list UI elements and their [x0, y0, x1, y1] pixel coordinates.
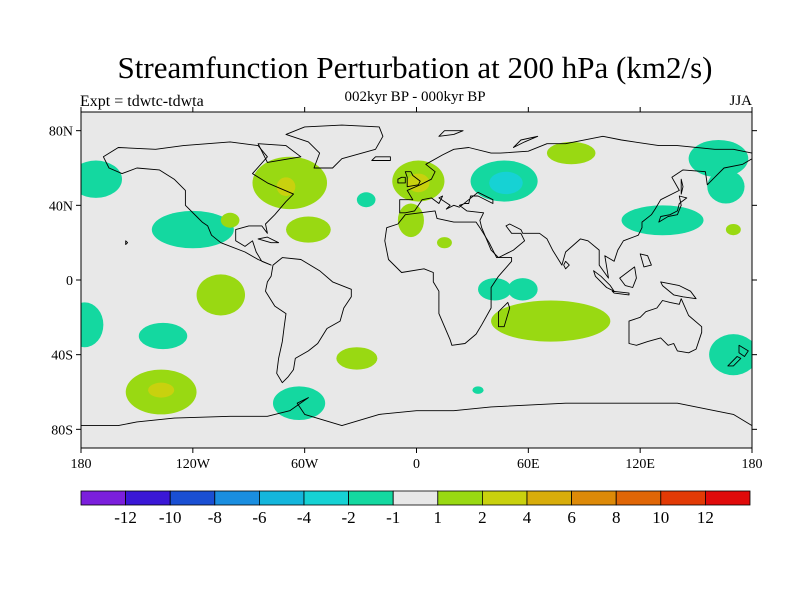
- x-tick-label-1: 120W: [176, 457, 211, 472]
- anomaly-region-23: [507, 278, 538, 301]
- anomaly-region-25: [709, 334, 752, 376]
- anomaly-region-9: [407, 173, 430, 193]
- coastline-new-guinea: [660, 281, 697, 300]
- anomaly-region-19: [138, 322, 188, 350]
- anomaly-region-18: [707, 169, 745, 204]
- colorbar-label-13: 12: [697, 508, 714, 527]
- x-tick-label-3: 0: [413, 457, 420, 472]
- colorbar-swatch-2: [169, 490, 216, 506]
- anomaly-region-27: [148, 382, 175, 398]
- colorbar-swatch-13: [660, 490, 706, 506]
- coastline-great-britain: [404, 171, 421, 188]
- anomaly-region-29: [472, 386, 484, 394]
- coastline-new-zealand-n: [738, 344, 749, 357]
- coastline-borneo: [619, 266, 637, 288]
- anomaly-region-0: [81, 160, 122, 198]
- season-label: JJA: [729, 93, 752, 109]
- coastline-layer: [81, 124, 752, 448]
- colorbar-swatch-3: [214, 490, 260, 506]
- y-tick-label-1: 40N: [49, 199, 73, 214]
- colorbar-swatch-10: [526, 490, 572, 506]
- anomaly-region-11: [437, 237, 452, 249]
- colorbar-swatch-0: [80, 490, 126, 506]
- coastline-japan: [658, 195, 688, 223]
- colorbar-swatch-7: [392, 490, 439, 506]
- coastline-new-zealand-s: [727, 356, 742, 367]
- colorbar-label-0: -12: [114, 508, 137, 527]
- colorbar-swatch-5: [303, 490, 349, 506]
- anomaly-region-3: [220, 212, 240, 228]
- colorbar-swatch-4: [258, 490, 305, 506]
- y-tick-label-4: 80S: [51, 423, 73, 438]
- x-tick-label-6: 180: [742, 457, 763, 472]
- coastline-south-america: [265, 257, 352, 384]
- coastline-ireland: [397, 176, 406, 184]
- anomaly-region-16: [725, 224, 741, 236]
- colorbar-swatch-1: [125, 490, 171, 506]
- anomaly-region-22: [478, 278, 512, 301]
- anomaly-region-28: [272, 386, 326, 421]
- colorbar-swatch-14: [705, 490, 751, 506]
- axis-ticks: 180 120W 60W 0 60E 120E 180 80N 40N 0 40S 80S: [49, 107, 763, 472]
- anomaly-region-13: [489, 171, 523, 195]
- coastline-eurasia: [399, 135, 752, 279]
- coastline-sri-lanka: [563, 260, 570, 270]
- coastline-madagascar: [498, 301, 511, 328]
- anomaly-layer: [81, 140, 752, 421]
- coastline-novaya-zemlya: [512, 135, 539, 148]
- chart-subtitle: 002kyr BP - 000kyr BP: [344, 89, 486, 105]
- colorbar-label-5: -2: [342, 508, 356, 527]
- colorbar-label-2: -8: [208, 508, 222, 527]
- colorbar-label-6: -1: [386, 508, 400, 527]
- x-tick-label-2: 60W: [291, 457, 319, 472]
- anomaly-region-5: [276, 177, 296, 197]
- coastline-sakhalin: [680, 178, 684, 195]
- coastline-iceland: [371, 156, 391, 161]
- colorbar-label-7: 1: [434, 508, 443, 527]
- colorbar: -12 -10 -8 -6 -4 -2 -1 1 2 4 6 8 10 12: [80, 490, 751, 527]
- colorbar-swatch-9: [481, 490, 528, 506]
- y-tick-label-2: 0: [66, 274, 73, 289]
- coastline-greenland: [285, 124, 384, 169]
- anomaly-region-6: [286, 216, 331, 243]
- y-tick-label-0: 80N: [49, 125, 73, 140]
- colorbar-label-1: -10: [159, 508, 182, 527]
- coastline-africa: [384, 210, 513, 346]
- colorbar-swatch-8: [437, 490, 483, 506]
- coastline-svalbard: [438, 130, 464, 137]
- anomaly-region-14: [546, 141, 596, 165]
- coastline-java: [611, 290, 630, 296]
- chart-title: Streamfunction Perturbation at 200 hPa (…: [117, 50, 713, 85]
- x-tick-label-4: 60E: [517, 457, 540, 472]
- anomaly-region-21: [336, 347, 378, 370]
- coastline-australia: [628, 298, 703, 354]
- anomaly-region-20: [196, 274, 246, 316]
- coastline-philippines: [639, 253, 652, 268]
- colorbar-swatch-6: [348, 490, 394, 506]
- coastline-hawaii: [125, 240, 129, 245]
- colorbar-label-3: -6: [252, 508, 266, 527]
- colorbar-label-12: 10: [652, 508, 669, 527]
- colorbar-swatch-12: [615, 490, 662, 506]
- anomaly-region-10: [397, 203, 424, 238]
- x-tick-label-0: 180: [71, 457, 92, 472]
- y-tick-label-3: 40S: [51, 349, 73, 364]
- coastline-north-america: [102, 141, 294, 266]
- colorbar-label-8: 2: [478, 508, 487, 527]
- colorbar-label-9: 4: [523, 508, 532, 527]
- colorbar-swatch-11: [571, 490, 617, 506]
- anomaly-region-2: [151, 210, 234, 249]
- anomaly-region-24: [491, 300, 611, 342]
- colorbar-label-4: -4: [297, 508, 312, 527]
- colorbar-label-11: 8: [612, 508, 621, 527]
- colorbar-label-10: 6: [567, 508, 576, 527]
- coastline-cuba: [257, 236, 280, 244]
- coastline-baffin-island: [257, 143, 302, 163]
- x-tick-label-5: 120E: [625, 457, 655, 472]
- experiment-label: Expt = tdwtc-tdwta: [80, 93, 204, 110]
- anomaly-region-1: [81, 302, 104, 348]
- anomaly-region-7: [356, 192, 376, 208]
- coastline-antarctica: [81, 397, 752, 448]
